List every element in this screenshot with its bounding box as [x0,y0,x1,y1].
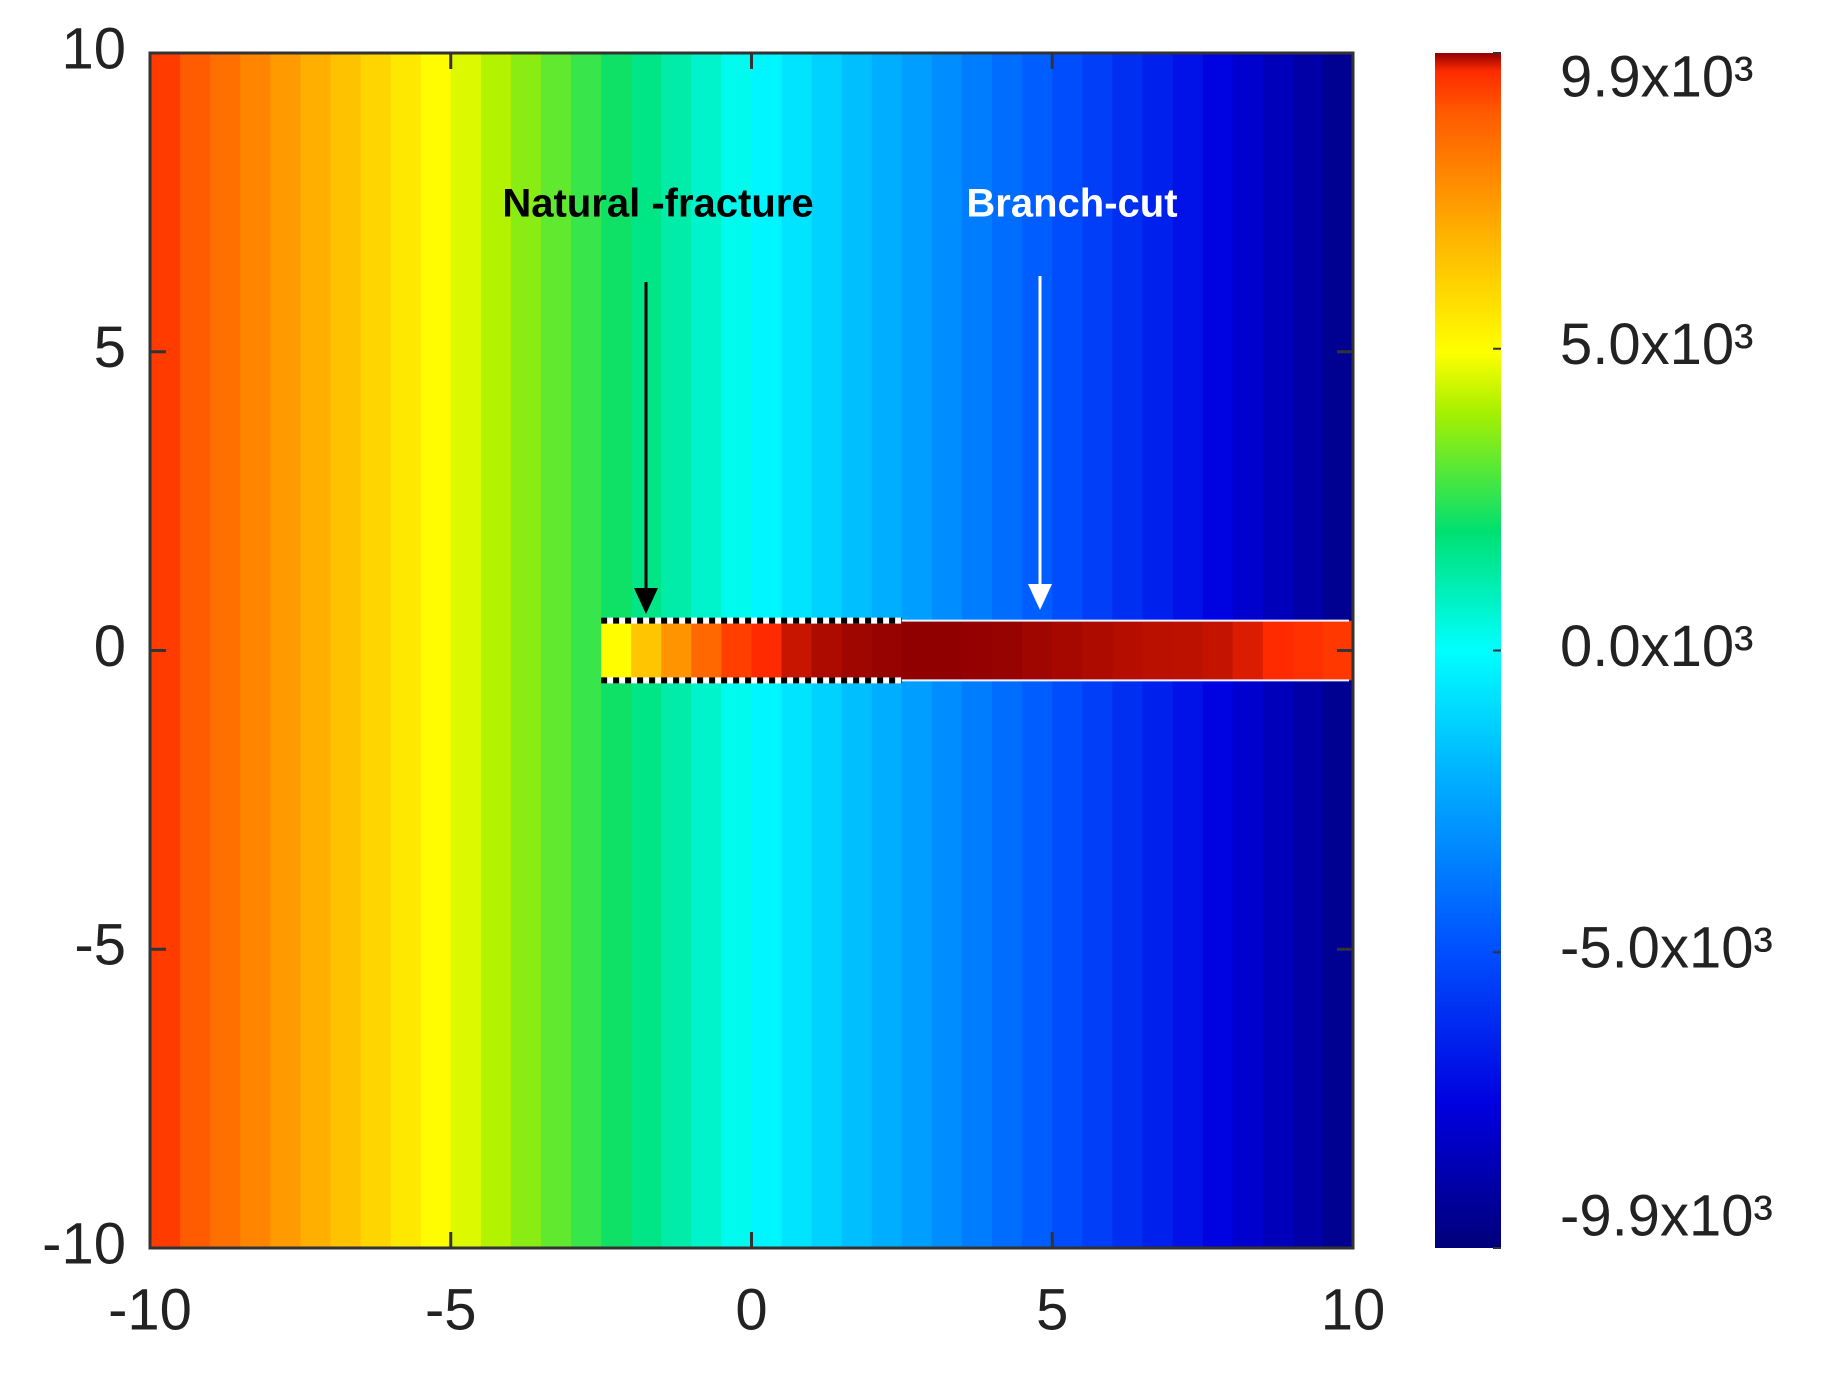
y-tick-label: 10 [61,16,126,81]
heat-column [180,53,211,1248]
heat-column [420,53,452,1248]
arrowhead [634,588,658,614]
y-tick-label: 5 [94,315,126,380]
annotation: Natural -fracture [502,182,813,226]
colorbar-tick-label: 0.0x10³ [1560,614,1753,679]
heat-column [510,53,542,1248]
x-tick-label: -10 [108,1277,192,1342]
colorbar-tick-label: 9.9x10³ [1560,44,1753,109]
strip-cell [841,620,873,681]
colorbar-tick-label: 5.0x10³ [1560,312,1753,377]
strip-cell [811,620,843,681]
heatmap-area [150,53,1353,1248]
strip-cell [962,620,993,681]
strip-cell [751,620,783,681]
strip-cell [931,620,963,681]
strip-cell [1262,620,1294,681]
strip-cell [631,620,662,681]
x-tick-label: 0 [735,1277,767,1342]
colorbar-tick-label: -9.9x10³ [1560,1183,1773,1248]
heat-column [571,53,602,1248]
heat-column [270,53,301,1248]
strip-cell [1292,620,1324,681]
strip-cell [901,620,933,681]
strip-cell [1022,620,1053,681]
strip-cell [1082,620,1113,681]
strip-cell [992,620,1023,681]
heat-column [240,53,271,1248]
y-tick-label: -5 [74,913,126,978]
strip-cell [601,620,632,681]
heat-column [360,53,392,1248]
strip-cell [691,620,723,681]
strip-cell [721,620,753,681]
x-tick-label: 5 [1036,1277,1068,1342]
annotation: Branch-cut [966,182,1177,226]
overlay [601,617,1349,684]
colorbar [1435,53,1501,1248]
heat-column [390,53,422,1248]
strip-cell [1172,620,1204,681]
strip-cell [1202,620,1234,681]
x-tick-label: -5 [425,1277,477,1342]
heat-column [300,53,332,1248]
heat-column [450,53,482,1248]
strip-cell [1112,620,1144,681]
y-tick-label: -10 [42,1211,126,1276]
strip-cell [871,620,903,681]
heat-column [330,53,362,1248]
strip-cell [781,620,813,681]
strip-cell [1232,620,1264,681]
heat-column [210,53,241,1248]
arrowhead [1028,584,1052,610]
colorbar-tick-label: -5.0x10³ [1560,916,1773,981]
heat-column [540,53,572,1248]
x-tick-label: 10 [1321,1277,1386,1342]
heat-column [480,53,512,1248]
strip-cell [1142,620,1174,681]
strip-cell [661,620,692,681]
y-tick-label: 0 [94,614,126,679]
strip-cell [1052,620,1083,681]
